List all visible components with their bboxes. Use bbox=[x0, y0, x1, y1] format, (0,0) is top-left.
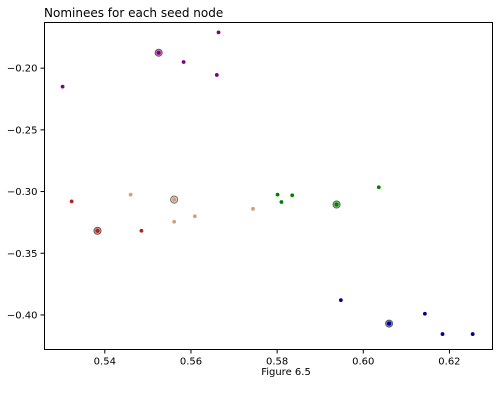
data-point bbox=[279, 200, 284, 204]
seed-node-point bbox=[95, 228, 100, 233]
x-tick-label: 0.62 bbox=[438, 357, 460, 368]
seed-node-point bbox=[156, 50, 161, 55]
data-point bbox=[376, 185, 381, 190]
scatter-points bbox=[60, 30, 475, 336]
data-point bbox=[172, 219, 177, 224]
x-tick-label: 0.58 bbox=[266, 357, 288, 368]
plot-area bbox=[44, 22, 493, 350]
data-point bbox=[422, 311, 427, 316]
x-tick-label: 0.60 bbox=[352, 357, 374, 368]
data-point bbox=[440, 332, 445, 336]
data-point bbox=[139, 228, 144, 233]
data-point bbox=[251, 206, 255, 211]
y-tick-label: −0.35 bbox=[7, 249, 38, 260]
seed-node-point bbox=[172, 197, 177, 202]
chart-title: Nominees for each seed node bbox=[44, 6, 223, 20]
data-point bbox=[214, 73, 219, 77]
data-point bbox=[470, 332, 475, 336]
data-point bbox=[60, 84, 65, 89]
data-point bbox=[290, 193, 295, 198]
data-point bbox=[181, 60, 186, 64]
data-point bbox=[216, 30, 221, 35]
seed-node-point bbox=[334, 202, 339, 207]
data-point bbox=[69, 199, 74, 204]
seed-node-point bbox=[387, 321, 392, 326]
data-point bbox=[128, 192, 133, 197]
data-point bbox=[275, 192, 280, 197]
figure-caption: Figure 6.5 bbox=[261, 367, 311, 378]
data-point bbox=[338, 298, 343, 303]
data-point bbox=[192, 214, 197, 219]
y-tick-label: −0.20 bbox=[7, 64, 38, 75]
x-tick-label: 0.54 bbox=[94, 357, 116, 368]
y-tick-label: −0.25 bbox=[7, 125, 38, 136]
x-tick-label: 0.56 bbox=[180, 357, 202, 368]
y-tick-label: −0.40 bbox=[7, 310, 38, 321]
x-axis: 0.54 0.56 0.58 0.60 0.62 bbox=[94, 349, 461, 368]
y-axis: −0.20 −0.25 −0.30 −0.35 −0.40 bbox=[7, 64, 45, 321]
y-tick-label: −0.30 bbox=[7, 187, 38, 198]
